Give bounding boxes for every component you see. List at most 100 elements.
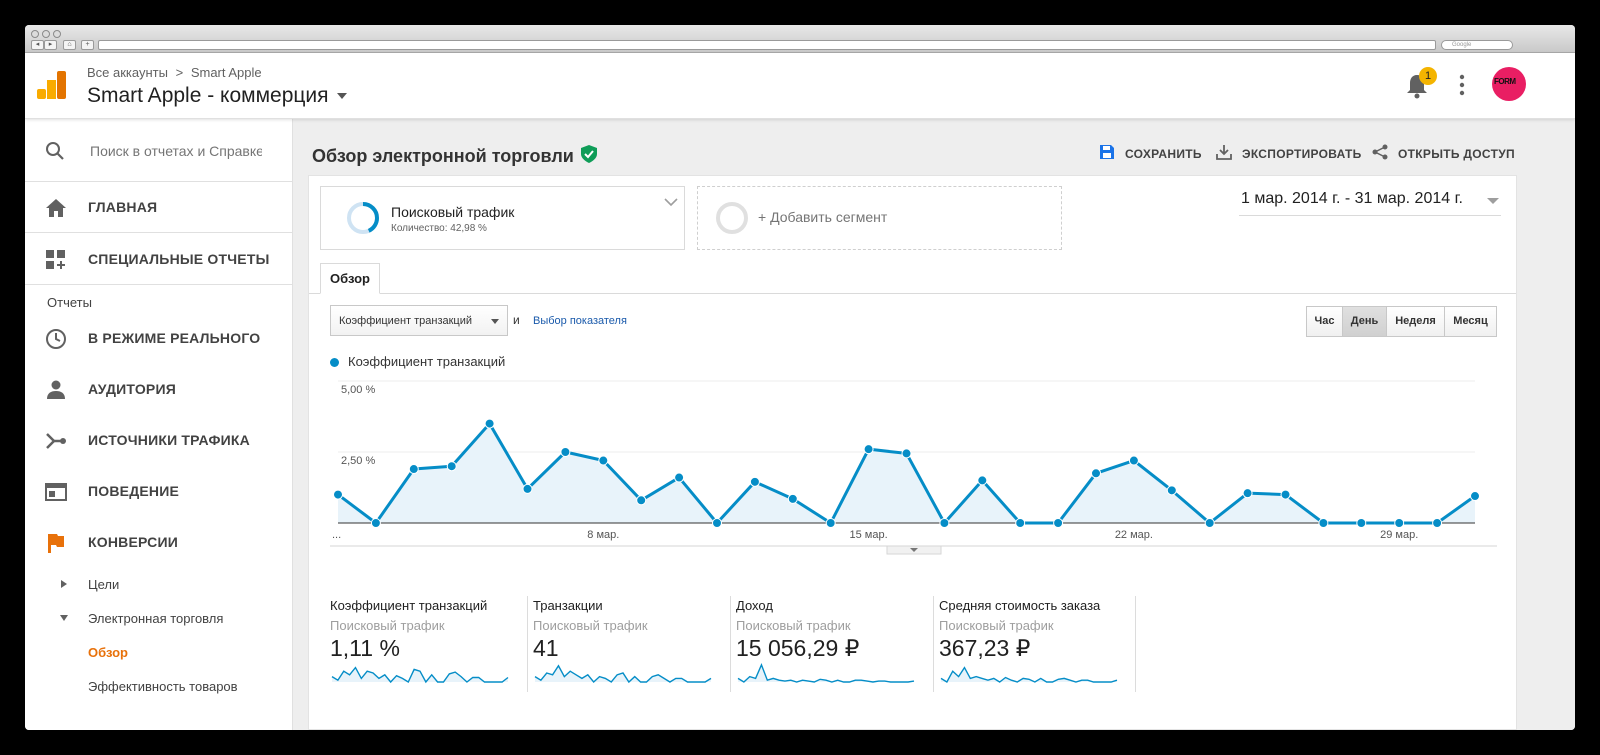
chevron-down-icon[interactable] bbox=[60, 615, 68, 621]
scorecard-divider bbox=[730, 596, 731, 692]
granularity-hour[interactable]: Час bbox=[1306, 306, 1343, 337]
sidebar-subitem-product-performance[interactable]: Эффективность товаров bbox=[88, 679, 238, 694]
minimize-window-icon[interactable] bbox=[42, 30, 50, 38]
sidebar-subitem-overview[interactable]: Обзор bbox=[88, 645, 128, 660]
scorecard-divider bbox=[1135, 596, 1136, 692]
chevron-down-icon bbox=[491, 319, 499, 324]
sidebar: Поиск в отчетах и Справке ГЛАВНАЯ СПЕЦИА… bbox=[25, 119, 293, 730]
sidebar-item-label: КОНВЕРСИИ bbox=[88, 534, 179, 550]
sidebar-item-label: АУДИТОРИЯ bbox=[88, 381, 176, 397]
tab-overview[interactable]: Обзор bbox=[320, 263, 380, 294]
date-range-picker[interactable]: 1 мар. 2014 г. - 31 мар. 2014 г. bbox=[1239, 190, 1501, 216]
segment-detail: Количество: 42,98 % bbox=[391, 223, 487, 234]
scorecard-value: 367,23 ₽ bbox=[939, 635, 1031, 661]
scorecard-segment: Поисковый трафик bbox=[533, 618, 648, 633]
data-point bbox=[749, 476, 760, 487]
data-point bbox=[1204, 518, 1215, 528]
date-range-label: 1 мар. 2014 г. - 31 мар. 2014 г. bbox=[1241, 190, 1463, 207]
breadcrumb-account[interactable]: Smart Apple bbox=[190, 65, 262, 80]
granularity-day[interactable]: День bbox=[1342, 306, 1387, 337]
more-vert-icon[interactable] bbox=[1458, 73, 1466, 97]
add-tab-icon[interactable]: + bbox=[81, 40, 94, 50]
add-segment-label: + Добавить сегмент bbox=[758, 209, 888, 225]
data-point bbox=[1166, 485, 1177, 496]
sidebar-item-conversions[interactable]: КОНВЕРСИИ bbox=[25, 517, 292, 568]
scorecard-value: 1,11 % bbox=[330, 635, 400, 661]
y-tick-label: 2,50 % bbox=[341, 455, 375, 467]
line-chart: 5,00 % 2,50 %... 8 мар. 15 мар. 22 мар. 29 ма… bbox=[330, 380, 1497, 555]
share-button[interactable]: ОТКРЫТЬ ДОСТУП bbox=[1372, 144, 1515, 161]
main-content: Обзор электронной торговли СОХРАНИТЬ ЭКС… bbox=[293, 119, 1575, 730]
home-browser-icon[interactable]: ⌂ bbox=[63, 40, 76, 50]
close-window-icon[interactable] bbox=[31, 30, 39, 38]
sidebar-item-label: СПЕЦИАЛЬНЫЕ ОТЧЕТЫ bbox=[88, 251, 270, 267]
chevron-down-icon[interactable] bbox=[664, 197, 678, 207]
analytics-logo-icon[interactable] bbox=[37, 71, 67, 99]
x-tick-label: ... bbox=[332, 529, 341, 541]
sparkline-line bbox=[534, 664, 712, 684]
scorecard[interactable]: Доход Поисковый трафик 15 056,29 ₽ bbox=[730, 594, 926, 694]
legend-label: Коэффициент транзакций bbox=[348, 354, 506, 369]
granularity-month[interactable]: Месяц bbox=[1444, 306, 1497, 337]
sidebar-item-label: ГЛАВНАЯ bbox=[88, 199, 158, 215]
sidebar-item-behavior[interactable]: ПОВЕДЕНИЕ bbox=[25, 466, 292, 517]
sidebar-subitem-ecommerce[interactable]: Электронная торговля bbox=[88, 611, 224, 626]
sidebar-item-label: ПОВЕДЕНИЕ bbox=[88, 483, 180, 499]
clock-icon bbox=[46, 329, 66, 349]
data-point bbox=[1015, 518, 1026, 528]
scorecard-divider bbox=[933, 596, 934, 692]
chevron-right-icon[interactable] bbox=[61, 580, 67, 588]
zoom-window-icon[interactable] bbox=[53, 30, 61, 38]
data-point bbox=[1470, 491, 1480, 502]
page-title: Обзор электронной торговли bbox=[312, 146, 574, 166]
avatar-text: FORM bbox=[1494, 77, 1516, 86]
sidebar-item-home[interactable]: ГЛАВНАЯ bbox=[25, 182, 292, 233]
avatar[interactable]: FORM bbox=[1492, 67, 1526, 101]
granularity-week[interactable]: Неделя bbox=[1386, 306, 1445, 337]
sidebar-subitem-goals[interactable]: Цели bbox=[88, 577, 120, 592]
back-icon[interactable]: ◂ bbox=[31, 40, 44, 50]
data-point bbox=[863, 444, 874, 455]
chart-legend[interactable]: Коэффициент транзакций bbox=[330, 354, 505, 369]
scorecard-title: Коэффициент транзакций bbox=[330, 598, 488, 613]
sidebar-item-audience[interactable]: АУДИТОРИЯ bbox=[25, 364, 292, 415]
sparkline bbox=[331, 666, 509, 684]
scorecard[interactable]: Средняя стоимость заказа Поисковый трафи… bbox=[933, 594, 1136, 694]
data-point bbox=[1091, 468, 1101, 479]
sidebar-item-label: В РЕЖИМЕ РЕАЛЬНОГО bbox=[88, 330, 261, 346]
data-point bbox=[408, 464, 419, 475]
data-point bbox=[1242, 488, 1253, 499]
save-button[interactable]: СОХРАНИТЬ bbox=[1100, 145, 1202, 161]
metric-select[interactable]: Коэффициент транзакций bbox=[330, 305, 508, 336]
browser-window: ◂ ▸ ⌂ + Google Все аккаунты > Smart Appl… bbox=[25, 25, 1575, 730]
address-bar[interactable] bbox=[98, 40, 1436, 50]
export-button[interactable]: ЭКСПОРТИРОВАТЬ bbox=[1216, 145, 1362, 161]
scorecard[interactable]: Транзакции Поисковый трафик 41 bbox=[527, 594, 723, 694]
data-point bbox=[901, 448, 912, 459]
breadcrumb-separator: > bbox=[175, 65, 184, 80]
property-title: Smart Apple - коммерция bbox=[87, 84, 329, 107]
chevron-down-icon bbox=[910, 548, 918, 552]
sidebar-item-realtime[interactable]: В РЕЖИМЕ РЕАЛЬНОГО bbox=[25, 313, 292, 364]
breadcrumb[interactable]: Все аккаунты > Smart Apple bbox=[87, 65, 262, 80]
browser-search-input[interactable]: Google bbox=[1441, 40, 1513, 50]
data-point bbox=[370, 518, 381, 528]
pick-metric-link[interactable]: Выбор показателя bbox=[533, 315, 627, 327]
add-segment-chip[interactable]: + Добавить сегмент bbox=[697, 186, 1062, 250]
scorecard-segment: Поисковый трафик bbox=[939, 618, 1054, 633]
property-selector[interactable]: Smart Apple - коммерция bbox=[87, 84, 347, 108]
sidebar-search-input[interactable]: Поиск в отчетах и Справке bbox=[90, 143, 262, 159]
app-header: Все аккаунты > Smart Apple Smart Apple -… bbox=[25, 53, 1575, 119]
x-tick-label: 15 мар. bbox=[850, 529, 888, 541]
sidebar-item-custom-reports[interactable]: СПЕЦИАЛЬНЫЕ ОТЧЕТЫ bbox=[25, 234, 292, 285]
sidebar-search[interactable]: Поиск в отчетах и Справке bbox=[25, 119, 292, 182]
scorecard-segment: Поисковый трафик bbox=[736, 618, 851, 633]
data-point bbox=[1053, 518, 1064, 528]
breadcrumb-root[interactable]: Все аккаунты bbox=[87, 65, 168, 80]
forward-icon[interactable]: ▸ bbox=[44, 40, 57, 50]
report-card: Поисковый трафик Количество: 42,98 % + Д… bbox=[308, 175, 1517, 730]
scorecard[interactable]: Коэффициент транзакций Поисковый трафик … bbox=[330, 594, 520, 694]
sidebar-item-acquisition[interactable]: ИСТОЧНИКИ ТРАФИКА bbox=[25, 415, 292, 466]
segment-chip[interactable]: Поисковый трафик Количество: 42,98 % bbox=[320, 186, 685, 250]
data-point bbox=[446, 461, 457, 472]
